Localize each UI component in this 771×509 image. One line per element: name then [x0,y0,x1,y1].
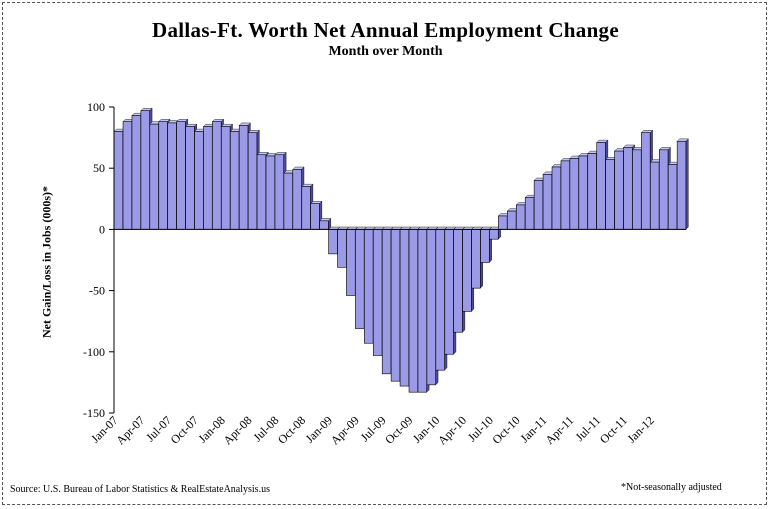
bar [194,131,204,230]
bar [292,169,302,230]
source-note: Source: U.S. Bureau of Labor Statistics … [10,484,270,495]
bar [301,186,311,230]
x-tick-label: Oct-11 [597,413,630,446]
y-tick-label: -150 [83,406,105,420]
bar [408,229,419,393]
y-tick-label: 50 [93,161,105,175]
bar [283,172,293,230]
bar [203,126,213,230]
bar [507,210,517,230]
bar [346,229,356,296]
bar [328,229,338,255]
bar [453,229,463,333]
bar [632,149,642,230]
bar [319,220,329,230]
x-tick-label: Apr-07 [113,413,147,447]
bar [122,121,133,230]
bar [355,229,365,329]
bar [372,229,383,356]
bar [641,132,651,230]
bar [533,180,544,230]
bar [587,153,597,230]
bar [623,147,633,230]
x-tick-label: Apr-08 [220,413,254,447]
x-tick-label: Apr-10 [435,413,469,447]
bar [158,121,168,230]
bar [471,229,481,289]
y-tick-label: 100 [87,100,105,114]
bar [364,229,374,344]
bar [131,115,142,230]
bar [444,229,454,355]
y-tick-label: -100 [83,345,105,359]
bar [578,155,588,230]
bar [247,132,258,230]
x-tick-label: Oct-09 [382,413,415,446]
bar [515,204,526,230]
bar [417,229,428,393]
bar [569,158,579,230]
x-tick-label: Oct-10 [489,413,522,446]
bar [658,149,669,230]
bar [149,123,159,230]
bar [337,229,347,268]
bar [524,197,535,230]
bar [605,159,615,230]
bar [256,154,267,230]
bar [489,229,499,240]
bar [113,131,124,230]
bar [390,229,401,382]
bar [167,122,177,230]
bar [185,126,195,230]
bar [399,229,410,387]
bar [140,110,150,230]
bar [221,126,231,230]
bar [265,155,276,230]
bar [229,131,240,230]
bar [480,229,490,263]
chart-subtitle: Month over Month [328,44,443,59]
chart-title: Dallas-Ft. Worth Net Annual Employment C… [152,18,619,42]
bar [274,154,285,230]
y-tick-label: 0 [99,222,105,236]
bar [596,142,606,230]
bar [551,166,562,230]
footnote: *Not-seasonally adjusted [621,482,722,493]
x-tick-label: Apr-11 [542,413,576,447]
bar [560,160,571,230]
bar [498,215,508,230]
bar [462,229,472,312]
bar [310,203,320,230]
bar [426,229,436,386]
bar [381,229,392,375]
bar [676,140,687,230]
bar [176,121,186,230]
bar [238,125,249,230]
bar [614,150,624,230]
x-tick-label: Apr-09 [328,413,362,447]
bar [667,164,678,230]
bar-side [685,138,689,230]
x-tick-label: Oct-07 [168,413,201,446]
y-tick-label: -50 [89,284,105,298]
bar [435,229,445,371]
x-tick-label: Jan-12 [624,413,657,446]
bar [542,174,553,230]
bar [212,121,222,230]
x-tick-label: Oct-08 [275,413,308,446]
bar [650,161,660,230]
